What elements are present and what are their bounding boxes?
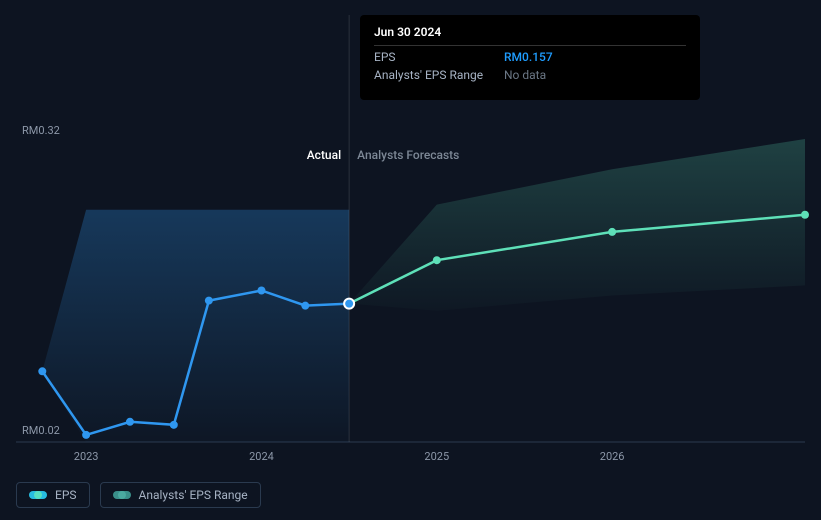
tooltip-value: No data bbox=[504, 68, 546, 82]
forecast-point[interactable] bbox=[801, 211, 809, 219]
chart-legend: EPS Analysts' EPS Range bbox=[16, 482, 261, 508]
legend-label: Analysts' EPS Range bbox=[139, 488, 248, 502]
highlight-point[interactable] bbox=[344, 299, 354, 309]
eps-chart: RM0.32 RM0.02 2023 2024 2025 2026 Actual Analys… bbox=[0, 0, 821, 520]
legend-item[interactable]: Analysts' EPS Range bbox=[100, 482, 261, 508]
tooltip-label: Analysts' EPS Range bbox=[374, 68, 504, 82]
legend-swatch-icon bbox=[29, 491, 47, 499]
actual-point[interactable] bbox=[170, 421, 178, 429]
actual-point[interactable] bbox=[301, 302, 309, 310]
tooltip-value: RM0.157 bbox=[504, 50, 553, 64]
forecast-point[interactable] bbox=[433, 256, 441, 264]
actual-point[interactable] bbox=[205, 297, 213, 305]
forecast-point[interactable] bbox=[608, 228, 616, 236]
actual-range-area bbox=[42, 210, 349, 442]
legend-item[interactable]: EPS bbox=[16, 482, 90, 508]
x-axis-label: 2025 bbox=[424, 450, 449, 463]
region-label-forecast: Analysts Forecasts bbox=[357, 148, 459, 162]
actual-point[interactable] bbox=[82, 431, 90, 439]
x-axis-label: 2023 bbox=[74, 450, 99, 463]
x-axis-label: 2026 bbox=[600, 450, 625, 463]
chart-tooltip: Jun 30 2024EPSRM0.157Analysts' EPS Range… bbox=[360, 15, 700, 100]
tooltip-title: Jun 30 2024 bbox=[374, 25, 686, 39]
forecast-range-area bbox=[349, 139, 805, 311]
tooltip-row: Analysts' EPS RangeNo data bbox=[374, 68, 686, 82]
legend-swatch-icon bbox=[113, 491, 131, 499]
tooltip-row: EPSRM0.157 bbox=[374, 50, 686, 64]
tooltip-divider bbox=[374, 45, 686, 46]
actual-point[interactable] bbox=[257, 287, 265, 295]
actual-point[interactable] bbox=[38, 367, 46, 375]
legend-label: EPS bbox=[55, 488, 77, 502]
y-axis-label: RM0.32 bbox=[22, 124, 60, 137]
region-label-actual: Actual bbox=[307, 148, 341, 162]
actual-point[interactable] bbox=[126, 418, 134, 426]
tooltip-label: EPS bbox=[374, 50, 504, 64]
y-axis-label: RM0.02 bbox=[22, 424, 60, 437]
x-axis-label: 2024 bbox=[249, 450, 274, 463]
